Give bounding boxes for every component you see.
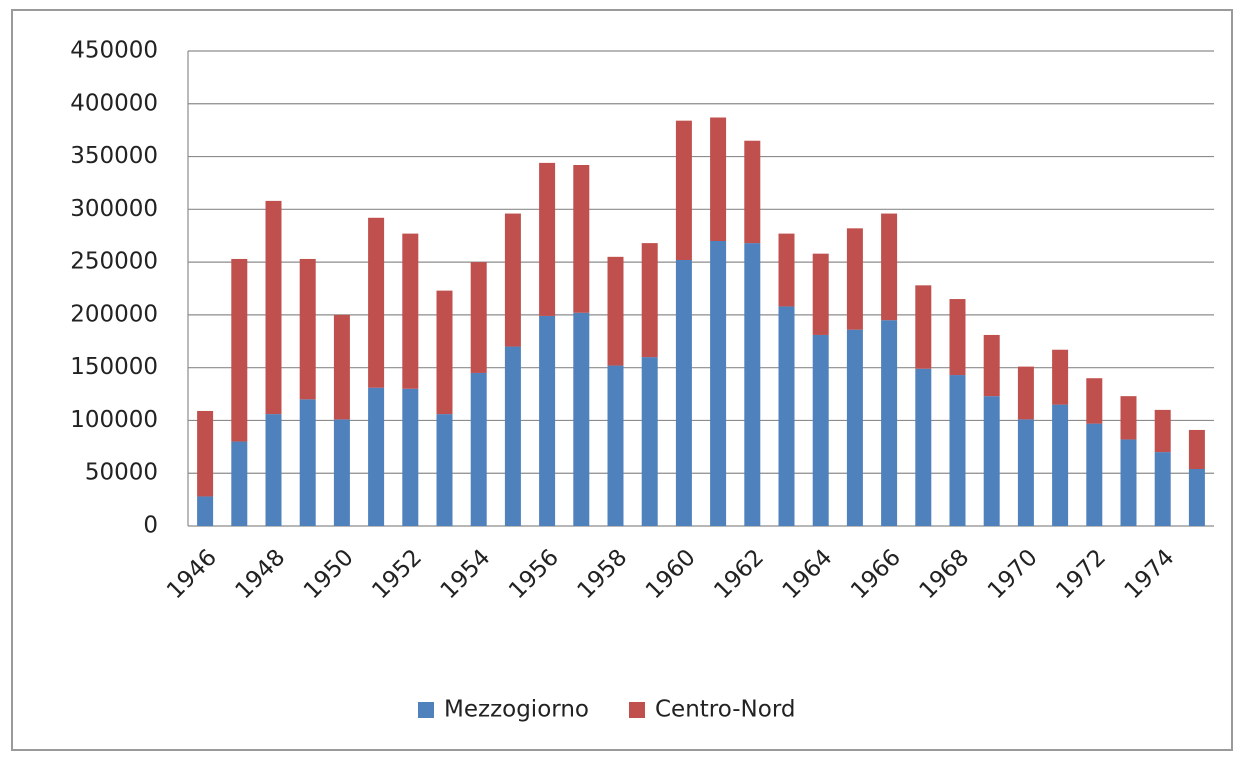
bar-segment [1188, 429, 1205, 469]
bar-segment [1188, 469, 1205, 526]
bar-segment [368, 217, 385, 388]
y-tick-label: 150000 [70, 354, 158, 380]
bar-segment [197, 410, 214, 497]
bar-segment [983, 396, 1000, 526]
bar-segment [675, 120, 692, 261]
bar-segment [846, 329, 863, 526]
y-tick-label: 50000 [85, 460, 158, 486]
bar-segment [778, 233, 795, 307]
bar-segment [299, 399, 316, 526]
legend-label: Centro-Nord [655, 697, 795, 723]
bar-segment [333, 314, 350, 420]
bar-segment [881, 213, 898, 321]
bar-segment [1017, 366, 1034, 420]
y-tick-label: 400000 [70, 90, 158, 116]
y-tick-label: 350000 [70, 143, 158, 169]
bar-segment [504, 213, 521, 347]
bar-segment [1154, 409, 1171, 453]
bar-segment [1052, 349, 1069, 405]
bar-segment [539, 315, 556, 526]
y-tick-label: 200000 [70, 301, 158, 327]
bar-segment [470, 262, 487, 373]
bar-segment [915, 285, 932, 369]
bar-segment [641, 243, 658, 358]
legend-swatch [628, 702, 645, 718]
bar-segment [265, 414, 282, 526]
bar-segment [333, 419, 350, 526]
bar-segment [1052, 404, 1069, 526]
y-tick-label: 0 [143, 513, 158, 539]
bar-segment [949, 375, 966, 526]
bar-segment [812, 334, 829, 526]
bar-segment [197, 496, 214, 526]
y-tick-label: 100000 [70, 407, 158, 433]
bar-segment [1154, 452, 1171, 526]
bar-segment [744, 140, 761, 244]
bar-segment [231, 258, 248, 442]
y-tick-label: 300000 [70, 196, 158, 222]
bar-segment [778, 306, 795, 526]
bar-segment [710, 241, 727, 526]
bar-segment [436, 290, 453, 415]
bar-segment [1086, 378, 1103, 424]
bar-segment [436, 414, 453, 526]
bar-segment [915, 368, 932, 526]
bar-segment [504, 346, 521, 526]
bar-segment [402, 388, 419, 526]
bar-segment [265, 200, 282, 415]
bar-segment [641, 357, 658, 526]
bar-segment [402, 233, 419, 389]
bar-segment [675, 260, 692, 526]
bar-segment [539, 162, 556, 316]
bar-segment [1086, 423, 1103, 526]
bar-segment [1120, 439, 1137, 526]
y-tick-label: 450000 [70, 38, 158, 64]
bar-segment [573, 312, 590, 526]
bar-segment [607, 256, 624, 366]
y-tick-label: 250000 [70, 249, 158, 275]
bar-segment [812, 253, 829, 335]
bar-segment [1017, 419, 1034, 526]
bar-segment [744, 243, 761, 526]
bar-segment [881, 320, 898, 526]
bar-segment [573, 165, 590, 313]
legend-swatch [418, 702, 434, 718]
bar-segment [299, 258, 316, 400]
bar-segment [368, 387, 385, 526]
bar-segment [710, 117, 727, 241]
legend-label: Mezzogiorno [444, 697, 589, 723]
bar-segment [470, 372, 487, 526]
bar-segment [1120, 396, 1137, 440]
bar-segment [231, 441, 248, 526]
bar-segment [983, 334, 1000, 397]
bar-segment [846, 228, 863, 330]
bar-segment [607, 365, 624, 526]
bar-segment [949, 299, 966, 376]
